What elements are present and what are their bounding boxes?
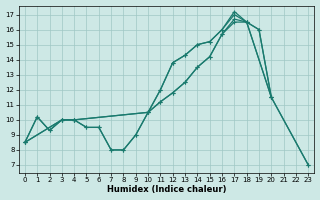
X-axis label: Humidex (Indice chaleur): Humidex (Indice chaleur) <box>107 185 226 194</box>
